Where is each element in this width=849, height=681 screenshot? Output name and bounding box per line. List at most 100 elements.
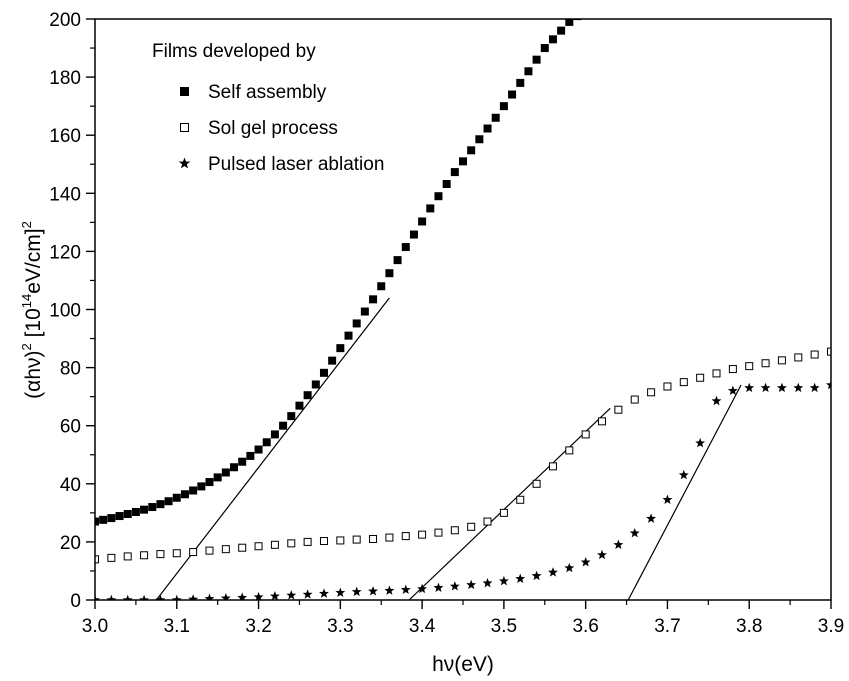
sol-gel-point bbox=[434, 528, 443, 537]
sol-gel-point bbox=[728, 365, 737, 374]
self-assembly-point bbox=[311, 380, 320, 389]
sol-gel-point bbox=[467, 522, 476, 531]
pulsed-laser-point bbox=[760, 382, 771, 393]
sol-gel-point bbox=[663, 382, 672, 391]
self-assembly-point bbox=[328, 356, 337, 365]
legend-sol-gel-label: Sol gel process bbox=[208, 118, 338, 139]
self-assembly-point bbox=[254, 445, 263, 454]
sol-gel-point bbox=[287, 539, 296, 548]
self-assembly-point bbox=[246, 451, 255, 460]
y-axis-title-open: (αhν) bbox=[22, 351, 45, 399]
y-tick-label: 40 bbox=[60, 475, 81, 496]
pulsed-laser-point bbox=[466, 579, 477, 590]
sol-gel-point bbox=[140, 551, 149, 560]
pulsed-laser-point bbox=[776, 382, 787, 393]
sol-gel-point bbox=[156, 550, 165, 559]
pulsed-laser-point bbox=[695, 437, 706, 448]
y-tick-label: 0 bbox=[70, 591, 81, 612]
self-assembly-point bbox=[352, 319, 361, 328]
self-assembly-point bbox=[115, 512, 124, 521]
y-axis-title-exp2: 14 bbox=[19, 294, 34, 308]
sol-gel-point bbox=[123, 552, 132, 561]
points-layer bbox=[95, 0, 831, 600]
y-axis-title-mid: [10 bbox=[22, 308, 45, 343]
y-axis-title-exp1: 2 bbox=[19, 343, 34, 350]
sol-gel-point bbox=[205, 546, 214, 555]
pulsed-laser-point bbox=[433, 582, 444, 593]
sol-gel-point bbox=[614, 405, 623, 414]
sol-gel-point bbox=[270, 540, 279, 549]
sol-gel-point bbox=[319, 537, 328, 546]
sol-gel-point bbox=[189, 548, 198, 557]
pulsed-laser-point bbox=[646, 513, 657, 523]
pulsed-laser-point bbox=[237, 592, 248, 600]
pulsed-laser-point bbox=[368, 586, 378, 596]
sol-gel-point bbox=[532, 479, 541, 488]
self-assembly-point bbox=[180, 490, 189, 499]
x-tick-label: 3.6 bbox=[572, 616, 598, 637]
self-assembly-point bbox=[336, 344, 345, 353]
pulsed-laser-point bbox=[122, 594, 133, 600]
x-tick-label: 3.7 bbox=[654, 616, 680, 637]
pulsed-laser-point bbox=[335, 587, 346, 597]
self-assembly-point bbox=[540, 44, 549, 53]
x-tick-label: 3.5 bbox=[491, 616, 517, 637]
legend: Films developed by Self assembly Sol gel… bbox=[152, 41, 384, 175]
self-assembly-point bbox=[459, 157, 467, 166]
self-assembly-point bbox=[582, 5, 590, 13]
self-assembly-point bbox=[287, 412, 296, 421]
y-tick-label: 200 bbox=[49, 10, 81, 31]
self-assembly-point bbox=[377, 282, 386, 291]
pulsed-laser-point bbox=[302, 589, 313, 599]
pulsed-laser-point bbox=[678, 469, 689, 480]
pulsed-laser-point bbox=[417, 583, 428, 594]
legend-pulsed-laser-label: Pulsed laser ablation bbox=[208, 154, 384, 175]
self-assembly-point bbox=[516, 78, 525, 87]
self-assembly-point bbox=[467, 146, 476, 155]
self-assembly-point bbox=[156, 500, 165, 509]
sol-gel-point bbox=[598, 417, 607, 426]
pulsed-laser-point bbox=[269, 591, 280, 600]
y-tick-label: 80 bbox=[60, 359, 81, 380]
pulsed-laser-point bbox=[629, 527, 640, 538]
legend-pulsed-laser-marker bbox=[178, 157, 191, 169]
self-assembly-point bbox=[369, 295, 378, 304]
self-assembly-point bbox=[442, 180, 451, 189]
pulsed-laser-point bbox=[580, 557, 591, 567]
pulsed-laser-point bbox=[597, 549, 607, 560]
legend-self-assembly-marker bbox=[180, 87, 189, 96]
sol-gel-point bbox=[794, 353, 803, 362]
sol-gel-point bbox=[369, 534, 378, 543]
pulsed-laser-point bbox=[809, 382, 820, 393]
x-tick-label: 3.3 bbox=[327, 616, 353, 637]
self-assembly-point bbox=[270, 430, 279, 439]
pulsed-laser-point bbox=[548, 567, 558, 577]
x-tick-label: 3.0 bbox=[82, 616, 108, 637]
y-tick-label: 160 bbox=[49, 126, 81, 147]
self-assembly-point bbox=[221, 468, 230, 477]
legend-sol-gel-marker bbox=[180, 123, 189, 132]
pulsed-laser-point bbox=[106, 594, 117, 600]
legend-self-assembly-label: Self assembly bbox=[208, 82, 327, 103]
self-assembly-point bbox=[450, 168, 459, 177]
self-assembly-point bbox=[99, 515, 108, 524]
x-tick-label: 3.9 bbox=[818, 616, 844, 637]
self-assembly-point bbox=[491, 113, 500, 122]
self-assembly-point bbox=[590, 0, 598, 6]
self-assembly-point bbox=[565, 19, 574, 26]
pulsed-laser-point bbox=[253, 591, 264, 600]
self-assembly-point bbox=[475, 135, 484, 144]
x-tick-label: 3.8 bbox=[736, 616, 762, 637]
sol-gel-point bbox=[172, 549, 181, 558]
pulsed-laser-point bbox=[384, 585, 395, 595]
self-assembly-point bbox=[189, 486, 198, 495]
sol-gel-point bbox=[745, 362, 754, 371]
sol-gel-point bbox=[679, 378, 688, 387]
self-assembly-point bbox=[319, 368, 328, 377]
x-tick-label: 3.4 bbox=[409, 616, 436, 637]
sol-gel-point bbox=[95, 555, 99, 564]
self-assembly-point bbox=[279, 421, 288, 430]
self-assembly-point bbox=[508, 90, 517, 99]
sol-gel-point bbox=[107, 553, 116, 562]
